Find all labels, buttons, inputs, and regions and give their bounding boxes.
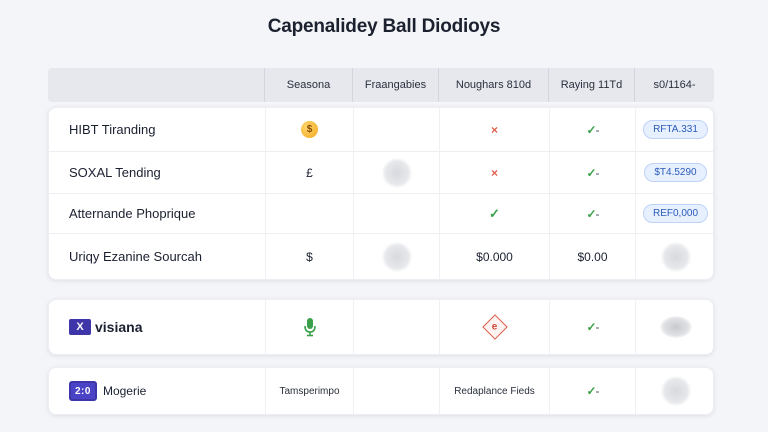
status-badge[interactable]: $T4.5290: [644, 163, 707, 182]
table-row[interactable]: 2:0 Mogerie Tamsperimpo Redaplance Fieds…: [49, 368, 713, 414]
cell: [353, 234, 439, 279]
header-cell-noughars[interactable]: Noughars 810d: [438, 68, 548, 102]
status-badge[interactable]: REF0,000: [642, 204, 709, 223]
cell: ✓-: [549, 152, 635, 193]
check-icon: ✓-: [586, 122, 599, 137]
pound-text: £: [306, 165, 313, 180]
table-row[interactable]: X visiana e ✓-: [49, 300, 713, 354]
cell: [353, 152, 439, 193]
cell: [265, 300, 353, 354]
x-icon: ×: [490, 122, 498, 137]
blurred-icon: [660, 241, 691, 272]
visiana-logo: X: [69, 319, 91, 335]
cell: $: [265, 234, 353, 279]
status-badge[interactable]: RFTA.331: [643, 120, 708, 139]
cell: e: [439, 300, 549, 354]
cell: ✓-: [549, 194, 635, 233]
cell: [353, 108, 439, 151]
cell: ×: [439, 108, 549, 151]
cell: $: [265, 108, 353, 151]
cell: ✓-: [549, 300, 635, 354]
cell: $0.000: [439, 234, 549, 279]
coin-icon: $: [301, 121, 318, 138]
page-title: Capenalidey Ball Diodioys: [267, 16, 501, 37]
blurred-icon: [660, 376, 691, 406]
cell: [353, 194, 439, 233]
microphone-icon: [303, 318, 316, 337]
amount-text: $0.00: [577, 249, 608, 264]
check-icon: ✓-: [586, 206, 599, 221]
cell: [353, 368, 439, 414]
header-cell-raying[interactable]: Raying 11Td: [548, 68, 634, 102]
cell: ✓: [439, 194, 549, 233]
cell: Tamsperimpo: [265, 368, 353, 414]
row-name: Atternande Phoprique: [69, 206, 196, 221]
cell-text: Tamsperimpo: [279, 385, 340, 397]
table-row[interactable]: SOXAL Tending £ × ✓- $T4.5290: [49, 152, 713, 194]
diamond-icon: e: [481, 314, 508, 340]
table-row[interactable]: HIBT Tiranding $ × ✓- RFTA.331: [49, 108, 713, 152]
check-icon: ✓-: [586, 384, 599, 398]
table-row[interactable]: Atternande Phoprique ✓ ✓- REF0,000: [49, 194, 713, 234]
cell: Redaplance Fieds: [439, 368, 549, 414]
cell: [635, 234, 715, 279]
row-name: SOXAL Tending: [69, 165, 161, 180]
comparison-card-visiana: X visiana e ✓-: [48, 299, 714, 355]
dollar-text: $: [306, 249, 313, 264]
table-header: Seasona Fraangabies Noughars 810d Raying…: [48, 68, 714, 102]
row-name: Uriqy Ezanine Sourcah: [69, 249, 202, 264]
cell: [353, 300, 439, 354]
cell: [635, 368, 715, 414]
cell: $T4.5290: [635, 152, 715, 193]
check-icon: ✓: [489, 205, 500, 221]
cell: [265, 194, 353, 233]
check-icon: ✓-: [586, 165, 599, 180]
comparison-card-main: HIBT Tiranding $ × ✓- RFTA.331 SOXAL Ten…: [48, 107, 714, 280]
check-icon: ✓-: [586, 320, 599, 334]
brand-name: visiana: [95, 319, 143, 335]
header-cell-name: [48, 68, 264, 102]
cell: $0.00: [549, 234, 635, 279]
header-cell-fraangabies[interactable]: Fraangabies: [352, 68, 438, 102]
mogerie-logo: 2:0: [69, 381, 97, 401]
header-cell-seasona[interactable]: Seasona: [264, 68, 352, 102]
x-icon: ×: [490, 165, 498, 180]
cell: REF0,000: [635, 194, 715, 233]
blurred-icon: [381, 157, 412, 188]
brand-name: Mogerie: [102, 384, 147, 398]
row-name: HIBT Tiranding: [69, 122, 156, 137]
cell: ✓-: [549, 108, 635, 151]
amount-text: $0.000: [476, 249, 513, 264]
table-row[interactable]: Uriqy Ezanine Sourcah $ $0.000 $0.00: [49, 234, 713, 279]
cell: £: [265, 152, 353, 193]
comparison-card-mogerie: 2:0 Mogerie Tamsperimpo Redaplance Fieds…: [48, 367, 714, 415]
row-name: X visiana: [49, 300, 265, 354]
cell: RFTA.331: [635, 108, 715, 151]
blurred-icon: [659, 316, 692, 338]
cell: ✓-: [549, 368, 635, 414]
header-cell-s01164[interactable]: s0/1164-: [634, 68, 714, 102]
cell: [635, 300, 715, 354]
cell: ×: [439, 152, 549, 193]
cell-text: Redaplance Fieds: [454, 385, 535, 397]
row-name: 2:0 Mogerie: [49, 368, 265, 414]
blurred-icon: [381, 241, 412, 272]
